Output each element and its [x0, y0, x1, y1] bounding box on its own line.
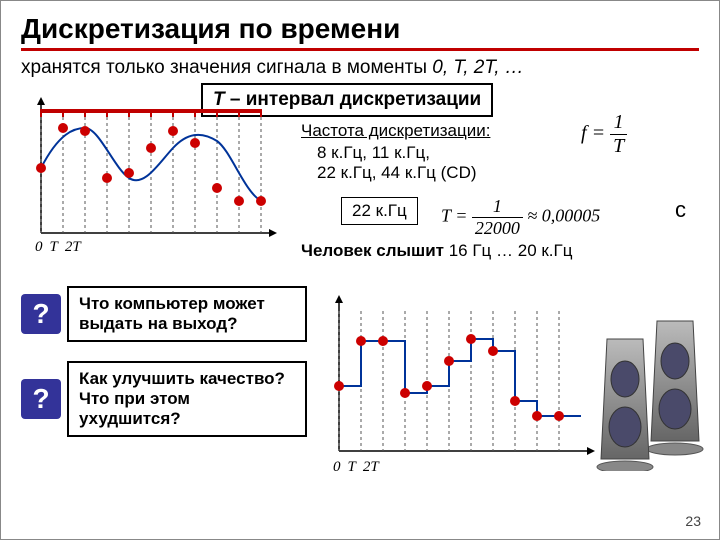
slide-title: Дискретизация по времени — [21, 13, 699, 45]
question-icon: ? — [21, 379, 61, 419]
formula1-den: T — [610, 135, 627, 158]
question2-text: Как улучшить качество? Что при этом ухуд… — [67, 361, 307, 437]
speakers-icon — [595, 311, 705, 471]
badge-22khz: 22 к.Гц — [341, 197, 418, 225]
formula2-num: 1 — [472, 196, 523, 218]
axis-T: T — [50, 239, 58, 255]
formula1-f: f — [581, 122, 587, 144]
frequency-line2: 22 к.Гц, 44 к.Гц (CD) — [301, 163, 490, 183]
unit-seconds: с — [675, 197, 686, 223]
hearing-values: 16 Гц … 20 к.Гц — [449, 241, 573, 260]
formula-f-1-T: f = 1T — [581, 111, 627, 158]
formula2-den: 22000 — [472, 218, 523, 239]
subtitle-prefix: хранятся только значения сигнала в момен… — [21, 57, 432, 78]
sampling-curve-chart — [19, 93, 279, 253]
subtitle-moments: 0, T, 2T, … — [432, 57, 524, 78]
formula2-approx: ≈ 0,00005 — [527, 206, 600, 226]
question-icon: ? — [21, 294, 61, 334]
axis-2T: 2T — [65, 239, 81, 255]
question1-row: ? Что компьютер может выдать на выход? — [21, 286, 307, 342]
chart1-axis-labels: 0T 2T — [35, 239, 88, 256]
question1-text: Что компьютер может выдать на выход? — [67, 286, 307, 342]
axis2-T: T — [348, 459, 356, 475]
axis2-0: 0 — [333, 459, 341, 475]
page-number: 23 — [685, 513, 701, 529]
frequency-title: Частота дискретизации: — [301, 121, 490, 141]
hearing-prefix: Человек слышит — [301, 241, 449, 260]
formula1-num: 1 — [610, 111, 627, 135]
hearing-range: Человек слышит 16 Гц … 20 к.Гц — [301, 241, 701, 261]
frequency-block: Частота дискретизации: 8 к.Гц, 11 к.Гц, … — [301, 121, 490, 183]
step-output-chart — [317, 291, 597, 471]
title-underline — [21, 48, 699, 51]
formula2-T: T — [441, 206, 451, 226]
subtitle: хранятся только значения сигнала в момен… — [21, 57, 699, 79]
axis-0: 0 — [35, 239, 43, 255]
frequency-line1: 8 к.Гц, 11 к.Гц, — [301, 143, 490, 163]
chart2-axis-labels: 0T 2T — [333, 459, 386, 476]
formula-T-value: T = 122000 ≈ 0,00005 — [441, 196, 600, 239]
question2-row: ? Как улучшить качество? Что при этом ух… — [21, 361, 307, 437]
axis2-2T: 2T — [363, 459, 379, 475]
